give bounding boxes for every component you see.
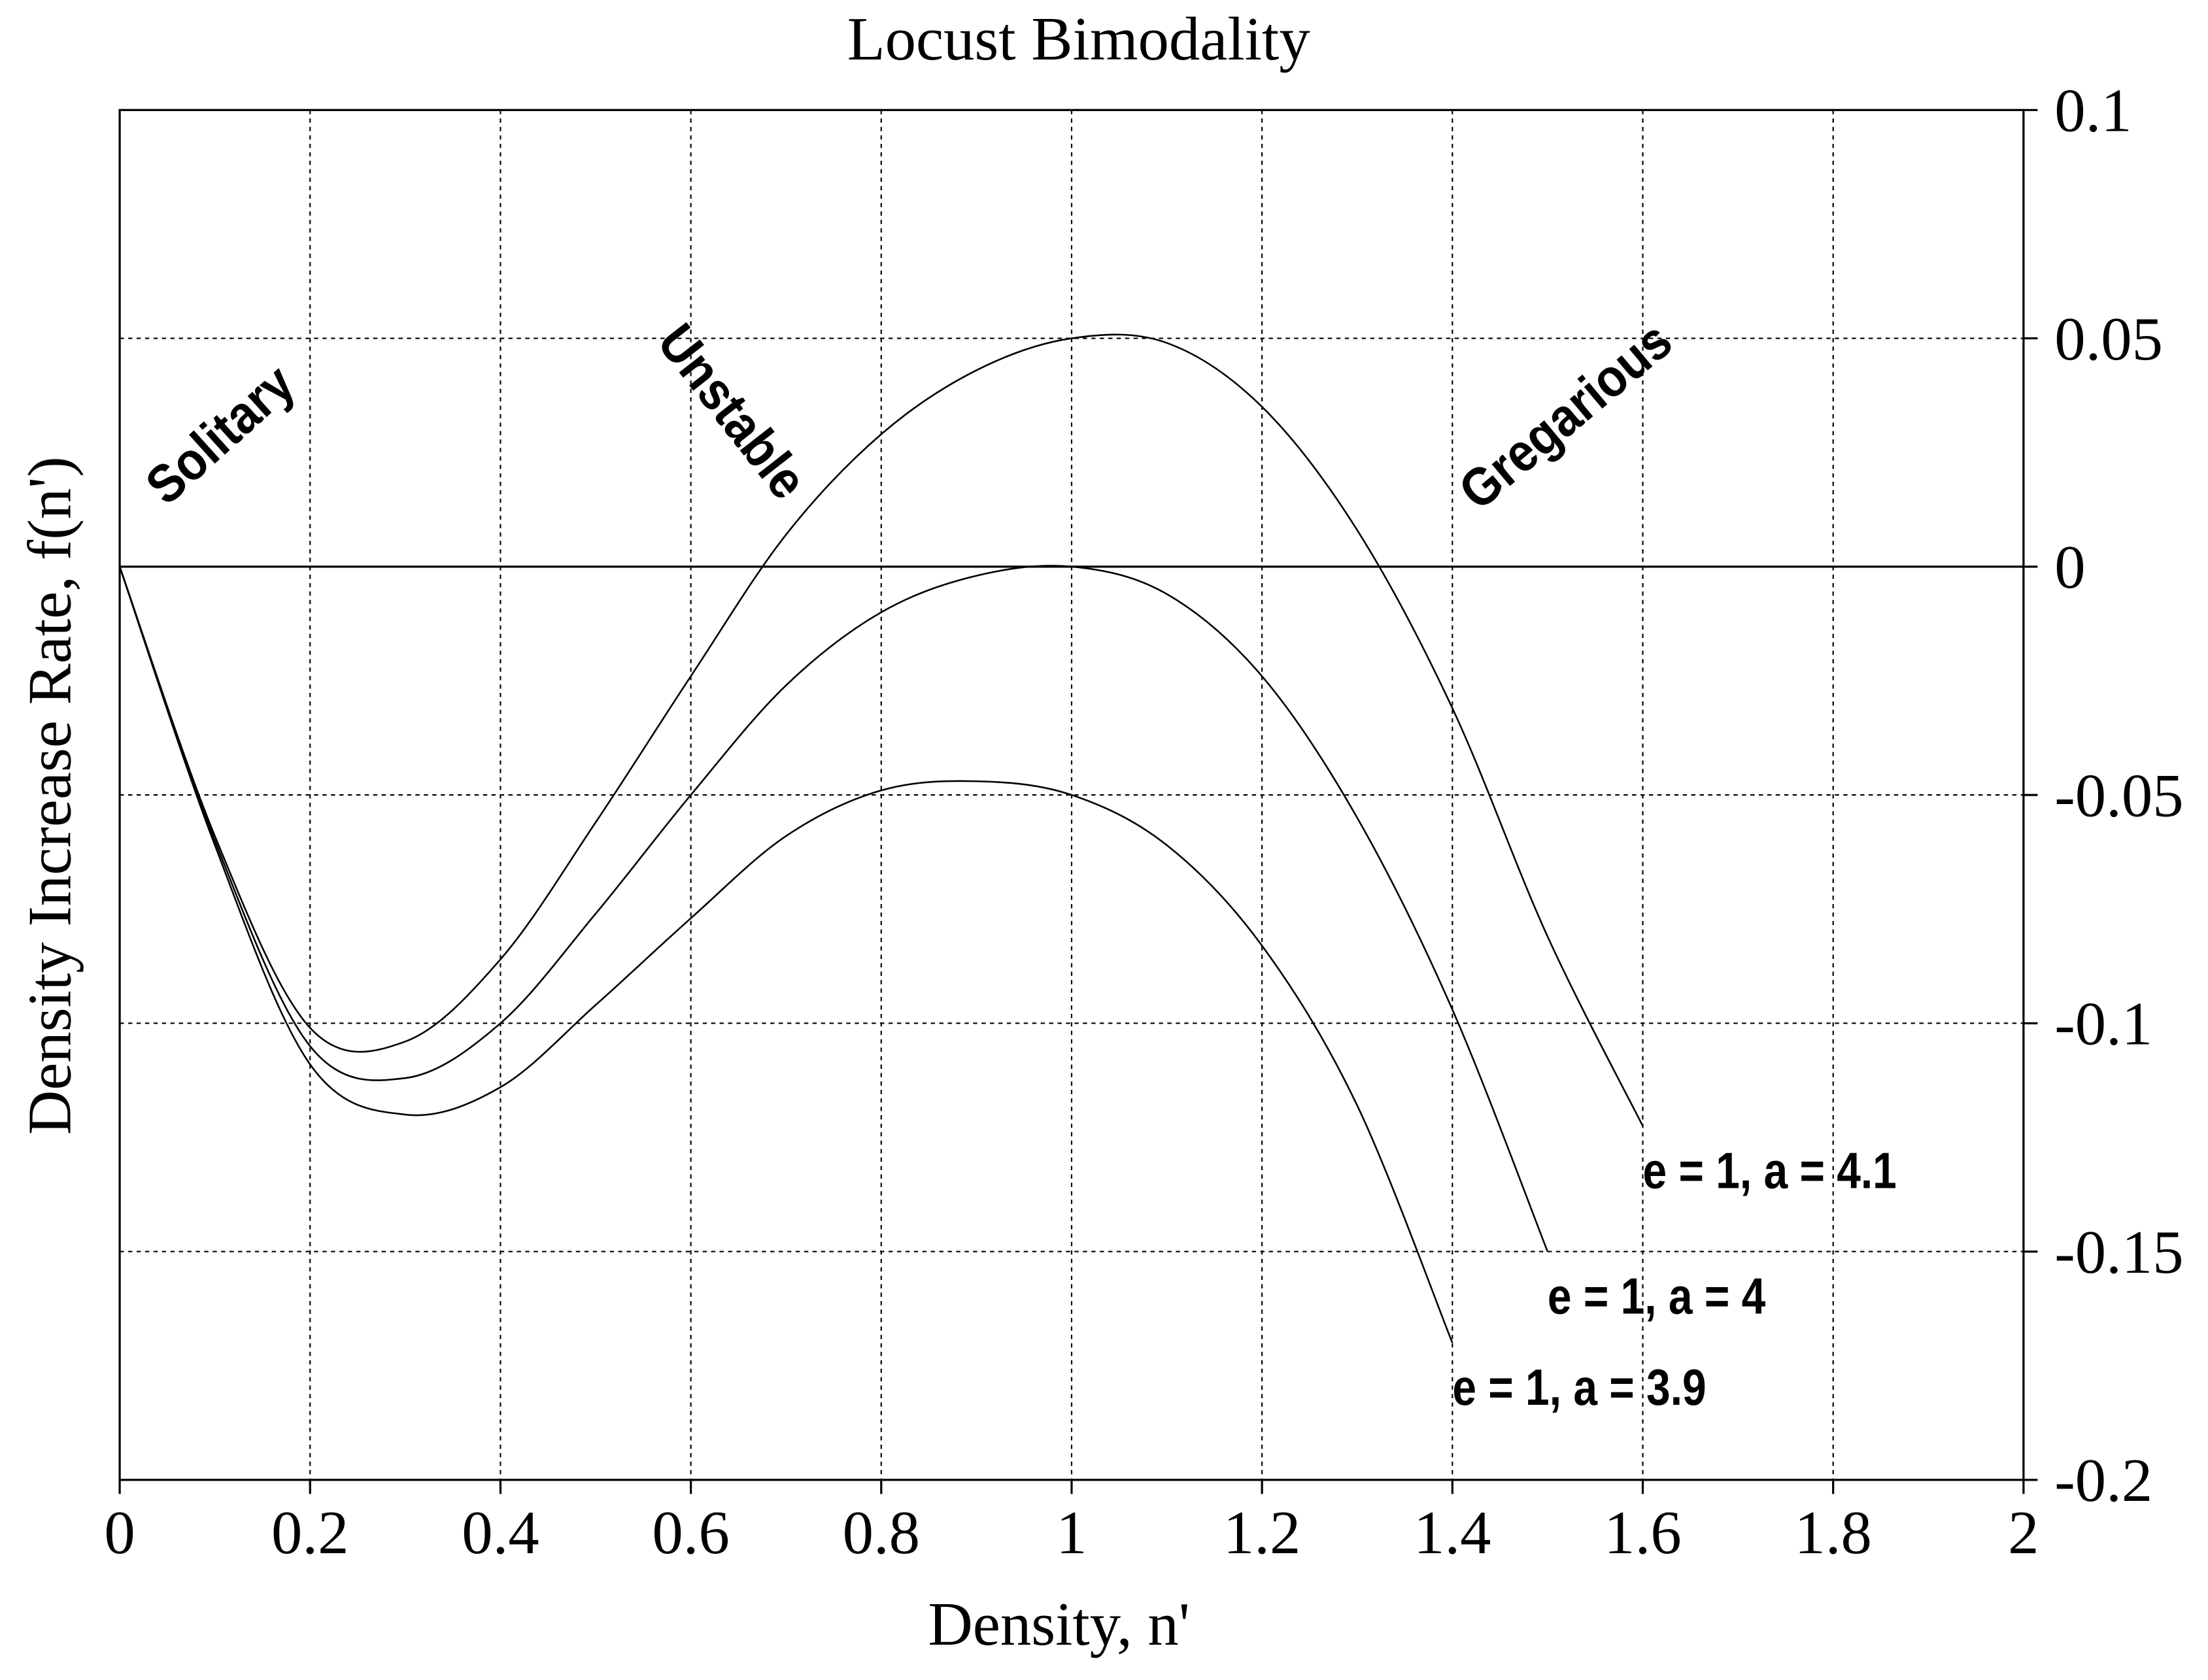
y-tick-label: -0.1 xyxy=(2054,990,2152,1058)
x-tick-label: 1.6 xyxy=(1604,1499,1681,1567)
y-tick-label: -0.15 xyxy=(2054,1218,2183,1286)
chart-title: Locust Bimodality xyxy=(847,5,1310,73)
x-tick-label: 0.2 xyxy=(271,1499,348,1567)
x-tick-label: 0.6 xyxy=(652,1499,729,1567)
y-tick-label: 0 xyxy=(2054,533,2085,601)
x-tick-label: 0.4 xyxy=(462,1499,539,1567)
y-axis-label: Density Increase Rate, f(n') xyxy=(16,456,84,1135)
series-label: e = 1, a = 4.1 xyxy=(1643,1143,1897,1199)
x-tick-label: 1.2 xyxy=(1223,1499,1300,1567)
y-tick-label: -0.05 xyxy=(2054,762,2183,830)
x-axis-label: Density, n' xyxy=(928,1590,1189,1658)
series-line xyxy=(118,333,1644,1127)
x-tick-label: 1.8 xyxy=(1794,1499,1871,1567)
series-label: e = 1, a = 3.9 xyxy=(1452,1360,1706,1416)
x-tick-label: 0.8 xyxy=(843,1499,920,1567)
x-tick-label: 2 xyxy=(2008,1499,2039,1567)
y-tick-label: 0.05 xyxy=(2054,305,2163,373)
plot-frame xyxy=(118,109,2025,1481)
series-label: e = 1, a = 4 xyxy=(1548,1268,1765,1324)
series-line xyxy=(118,565,1549,1252)
x-tick-label: 1 xyxy=(1056,1499,1087,1567)
y-tick-label: -0.2 xyxy=(2054,1447,2152,1515)
series-line xyxy=(118,566,1453,1343)
x-tick-label: 1.4 xyxy=(1414,1499,1491,1567)
x-tick-label: 0 xyxy=(104,1499,135,1567)
y-tick-label: 0.1 xyxy=(2054,77,2132,145)
